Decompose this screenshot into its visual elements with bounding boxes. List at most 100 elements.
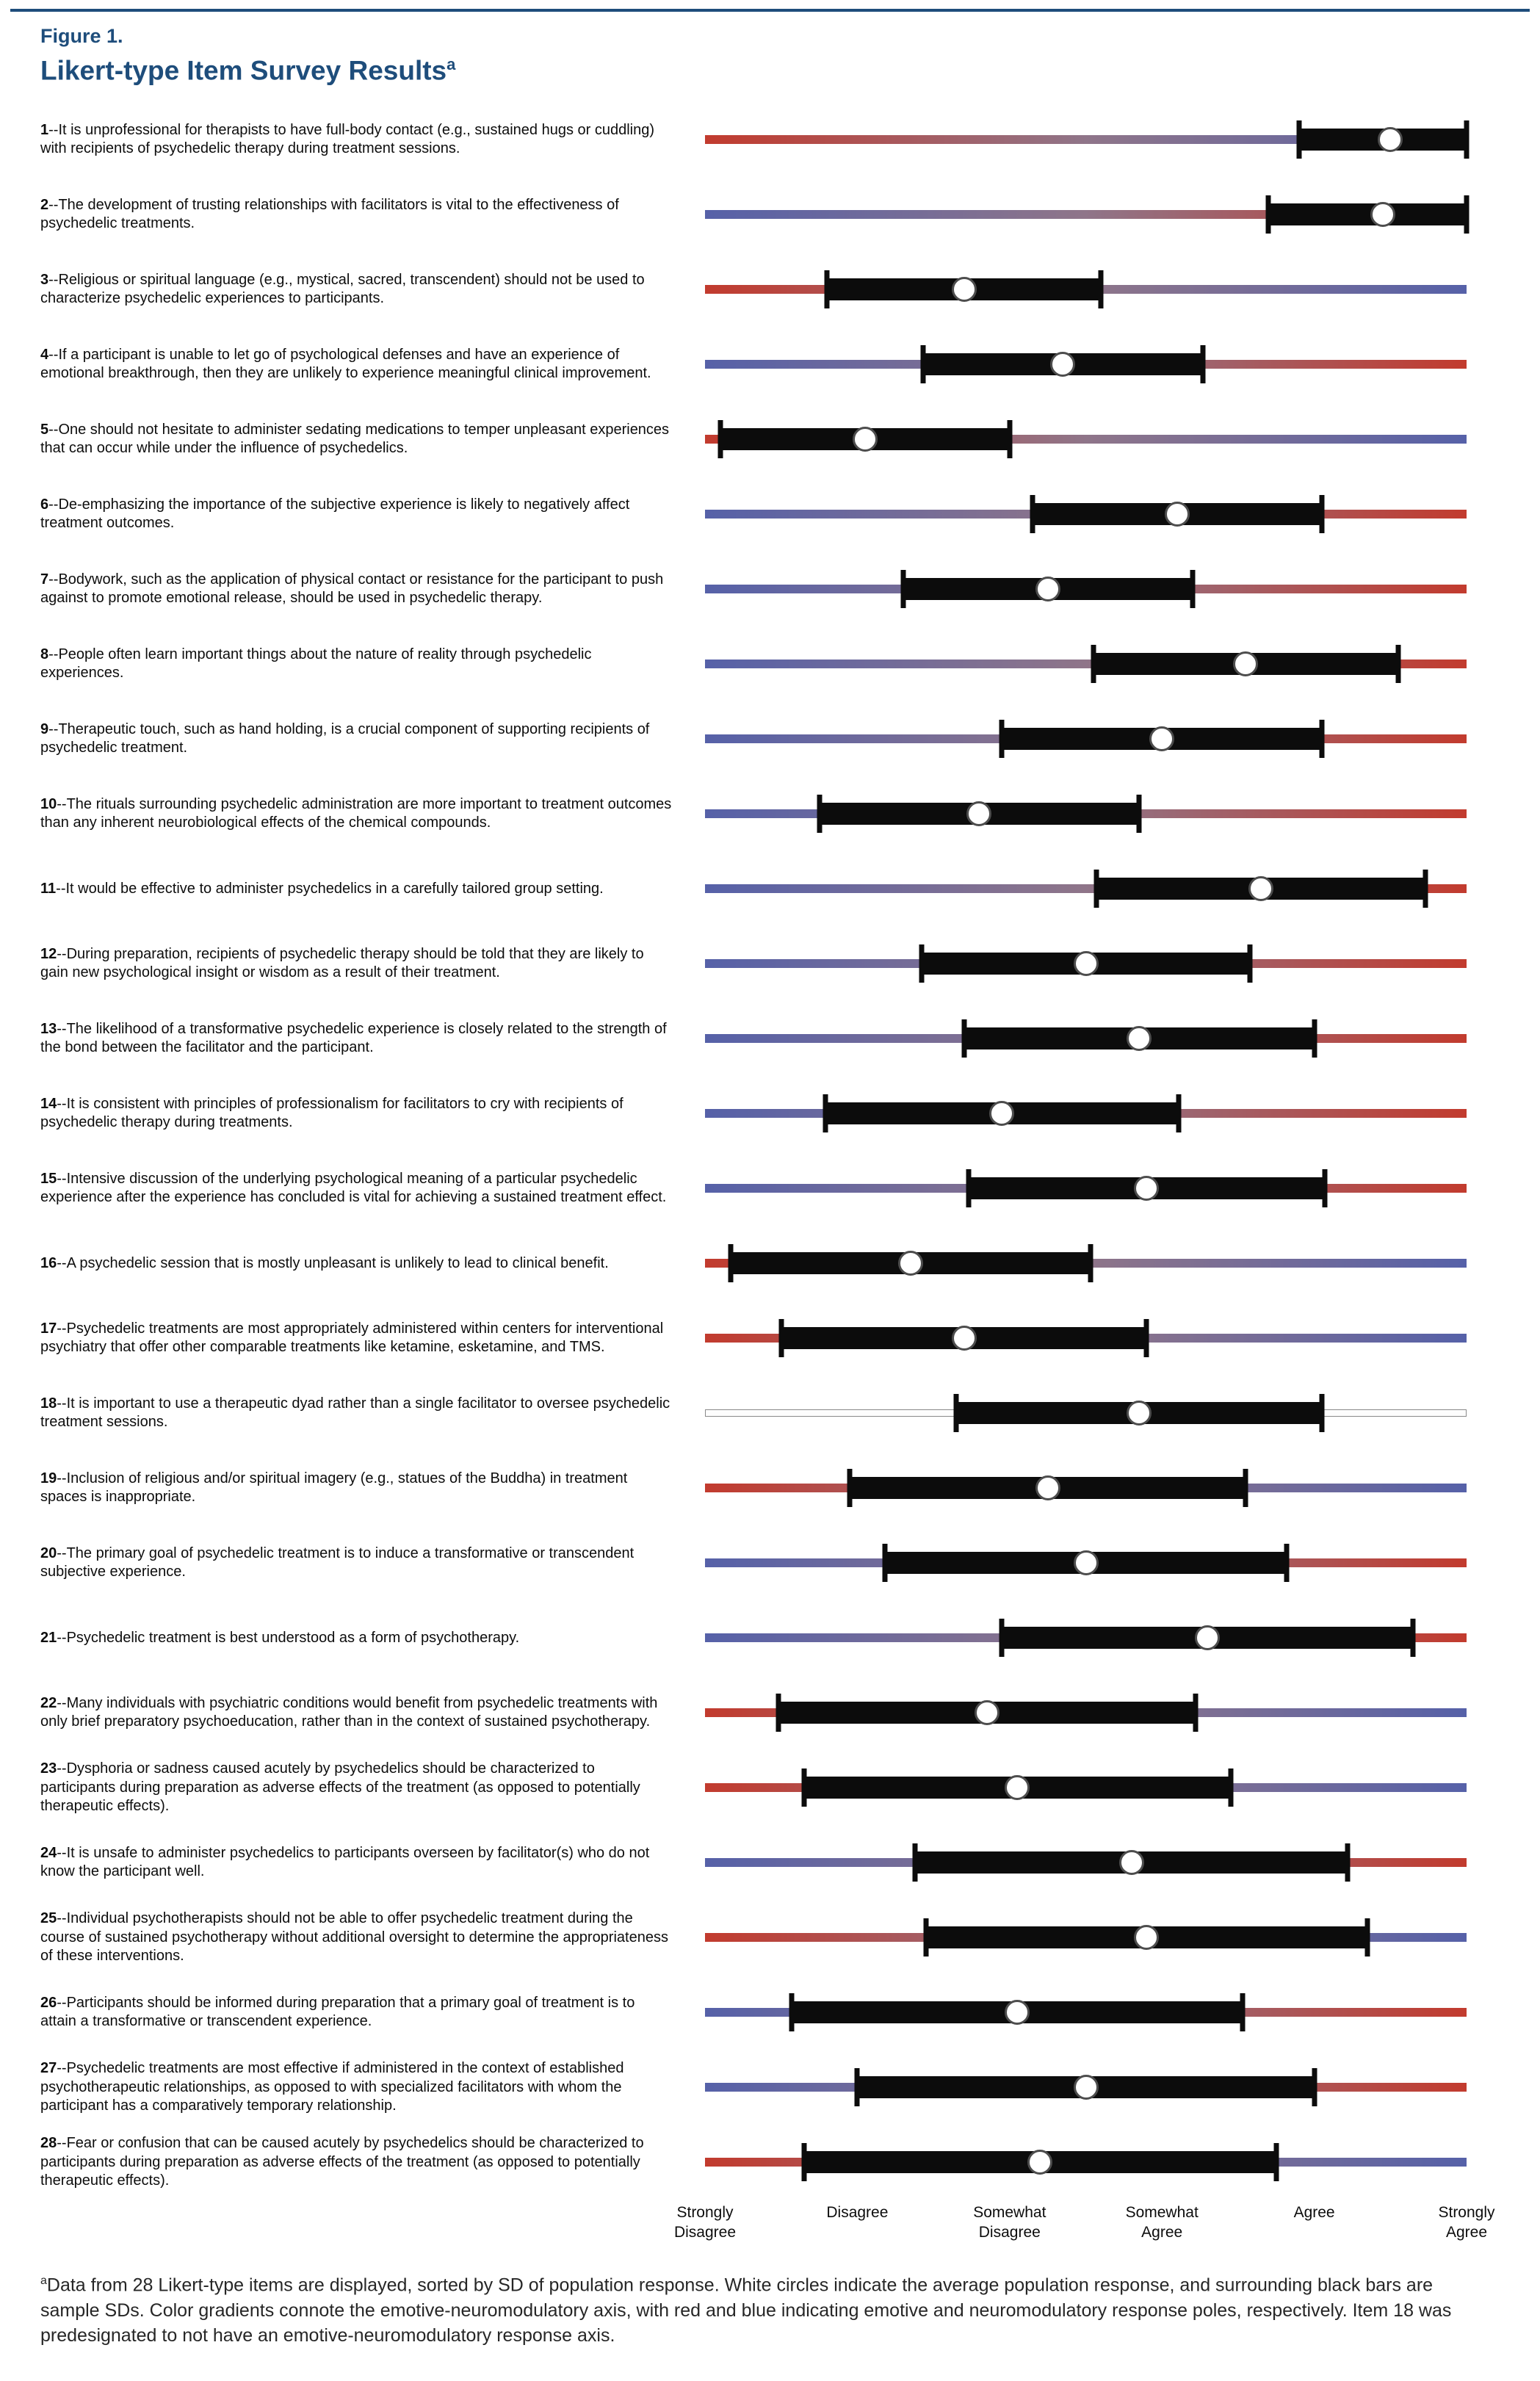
item-label: 22--Many individuals with psychiatric co… <box>40 1694 705 1732</box>
item-number: 17 <box>40 1320 57 1337</box>
item-plot <box>705 2125 1467 2200</box>
mean-marker <box>1149 726 1175 752</box>
item-plot <box>705 1900 1467 1975</box>
sd-cap-high <box>1228 1768 1234 1807</box>
item-label: 14--It is consistent with principles of … <box>40 1095 705 1132</box>
likert-item-row: 12--During preparation, recipients of ps… <box>40 926 1467 1001</box>
sd-cap-low <box>912 1843 918 1882</box>
sd-cap-high <box>1247 944 1253 983</box>
item-number: 21 <box>40 1629 57 1646</box>
likert-item-row: 13--The likelihood of a transformative p… <box>40 1001 1467 1076</box>
sd-cap-low <box>961 1019 967 1058</box>
likert-item-row: 2--The development of trusting relations… <box>40 177 1469 252</box>
item-text: --Individual psychotherapists should not… <box>40 1910 668 1965</box>
sd-cap-low <box>717 420 723 459</box>
item-text: --Psychedelic treatments are most effect… <box>40 2060 624 2114</box>
item-label: 13--The likelihood of a transformative p… <box>40 1020 705 1058</box>
item-number: 23 <box>40 1760 57 1777</box>
sd-cap-low <box>999 1619 1005 1658</box>
item-text: --During preparation, recipients of psyc… <box>40 945 644 981</box>
item-plot <box>705 1001 1467 1076</box>
mean-marker <box>1005 1775 1030 1801</box>
item-plot <box>705 1450 1467 1525</box>
sd-cap-low <box>1030 495 1035 534</box>
sd-cap-high <box>1319 1394 1325 1433</box>
likert-item-row: 16--A psychedelic session that is mostly… <box>40 1226 1467 1301</box>
item-label: 1--It is unprofessional for therapists t… <box>40 121 705 159</box>
item-label: 26--Participants should be informed duri… <box>40 1994 705 2031</box>
item-label: 28--Fear or confusion that can be caused… <box>40 2134 705 2191</box>
item-number: 1 <box>40 121 49 138</box>
sd-cap-low <box>728 1244 734 1283</box>
item-number: 25 <box>40 1910 57 1927</box>
sd-cap-high <box>1319 495 1325 534</box>
sd-cap-high <box>1319 720 1325 759</box>
item-text: --Inclusion of religious and/or spiritua… <box>40 1470 628 1506</box>
item-plot <box>705 327 1467 402</box>
item-plot <box>705 1675 1467 1750</box>
mean-marker <box>951 1326 977 1351</box>
footnote-text: Data from 28 Likert-type items are displ… <box>40 2275 1452 2346</box>
likert-item-row: 28--Fear or confusion that can be caused… <box>40 2125 1467 2200</box>
mean-marker <box>1005 2000 1030 2026</box>
likert-item-row: 7--Bodywork, such as the application of … <box>40 552 1467 626</box>
item-text: --Many individuals with psychiatric cond… <box>40 1694 658 1730</box>
mean-marker <box>852 427 878 452</box>
sd-cap-high <box>1200 345 1206 384</box>
axis-tick-label: Disagree <box>826 2204 889 2222</box>
item-number: 28 <box>40 2135 57 2152</box>
axis-tick-label: Somewhat Agree <box>1125 2204 1199 2241</box>
sd-cap-low <box>817 795 823 834</box>
item-plot <box>705 2050 1467 2125</box>
item-text: --The primary goal of psychedelic treatm… <box>40 1544 635 1580</box>
sd-cap-low <box>1091 645 1096 684</box>
item-number: 14 <box>40 1095 57 1112</box>
item-text: --The rituals surrounding psychedelic ad… <box>40 795 672 831</box>
sd-cap-high <box>1193 1694 1199 1733</box>
item-text: --It is unsafe to administer psychedelic… <box>40 1844 650 1880</box>
item-plot <box>705 1376 1467 1450</box>
item-number: 24 <box>40 1844 57 1861</box>
likert-item-row: 11--It would be effective to administer … <box>40 851 1467 926</box>
mean-marker <box>1370 202 1395 228</box>
item-number: 15 <box>40 1170 57 1187</box>
sd-cap-high <box>1322 1169 1328 1208</box>
mean-marker <box>1378 127 1403 153</box>
mean-marker <box>966 801 992 827</box>
item-number: 10 <box>40 795 57 812</box>
item-label: 23--Dysphoria or sadness caused acutely … <box>40 1760 705 1816</box>
item-plot <box>705 1151 1467 1226</box>
item-plot <box>705 626 1467 701</box>
likert-item-row: 14--It is consistent with principles of … <box>40 1076 1467 1151</box>
x-axis-spacer <box>40 2203 705 2254</box>
item-plot <box>705 776 1467 851</box>
sd-cap-high <box>1284 1544 1290 1583</box>
sd-cap-low <box>1265 195 1271 234</box>
figure-title: Likert-type Item Survey Resultsa <box>40 55 1467 86</box>
likert-item-row: 4--If a participant is unable to let go … <box>40 327 1467 402</box>
item-label: 8--People often learn important things a… <box>40 646 705 683</box>
item-text: --It is important to use a therapeutic d… <box>40 1395 670 1431</box>
item-label: 20--The primary goal of psychedelic trea… <box>40 1544 705 1582</box>
item-label: 11--It would be effective to administer … <box>40 880 705 899</box>
item-text: --Religious or spiritual language (e.g.,… <box>40 271 645 307</box>
figure-title-text: Likert-type Item Survey Results <box>40 55 447 86</box>
axis-tick-label: Strongly Disagree <box>673 2204 737 2241</box>
mean-marker <box>1134 1925 1160 1951</box>
mean-marker <box>1035 1475 1060 1501</box>
item-label: 6--De-emphasizing the importance of the … <box>40 496 705 533</box>
likert-item-row: 27--Psychedelic treatments are most effe… <box>40 2050 1467 2125</box>
item-number: 22 <box>40 1694 57 1711</box>
likert-item-row: 23--Dysphoria or sadness caused acutely … <box>40 1750 1467 1825</box>
gradient-track <box>705 135 1467 145</box>
item-number: 4 <box>40 346 49 363</box>
sd-cap-high <box>1136 795 1142 834</box>
sd-cap-high <box>1088 1244 1093 1283</box>
item-label: 5--One should not hesitate to administer… <box>40 421 705 458</box>
item-text: --A psychedelic session that is mostly u… <box>57 1254 609 1271</box>
sd-cap-low <box>823 1094 828 1133</box>
item-text: --Intensive discussion of the underlying… <box>40 1170 667 1206</box>
item-text: --It would be effective to administer ps… <box>56 880 604 897</box>
item-label: 3--Religious or spiritual language (e.g.… <box>40 271 705 308</box>
